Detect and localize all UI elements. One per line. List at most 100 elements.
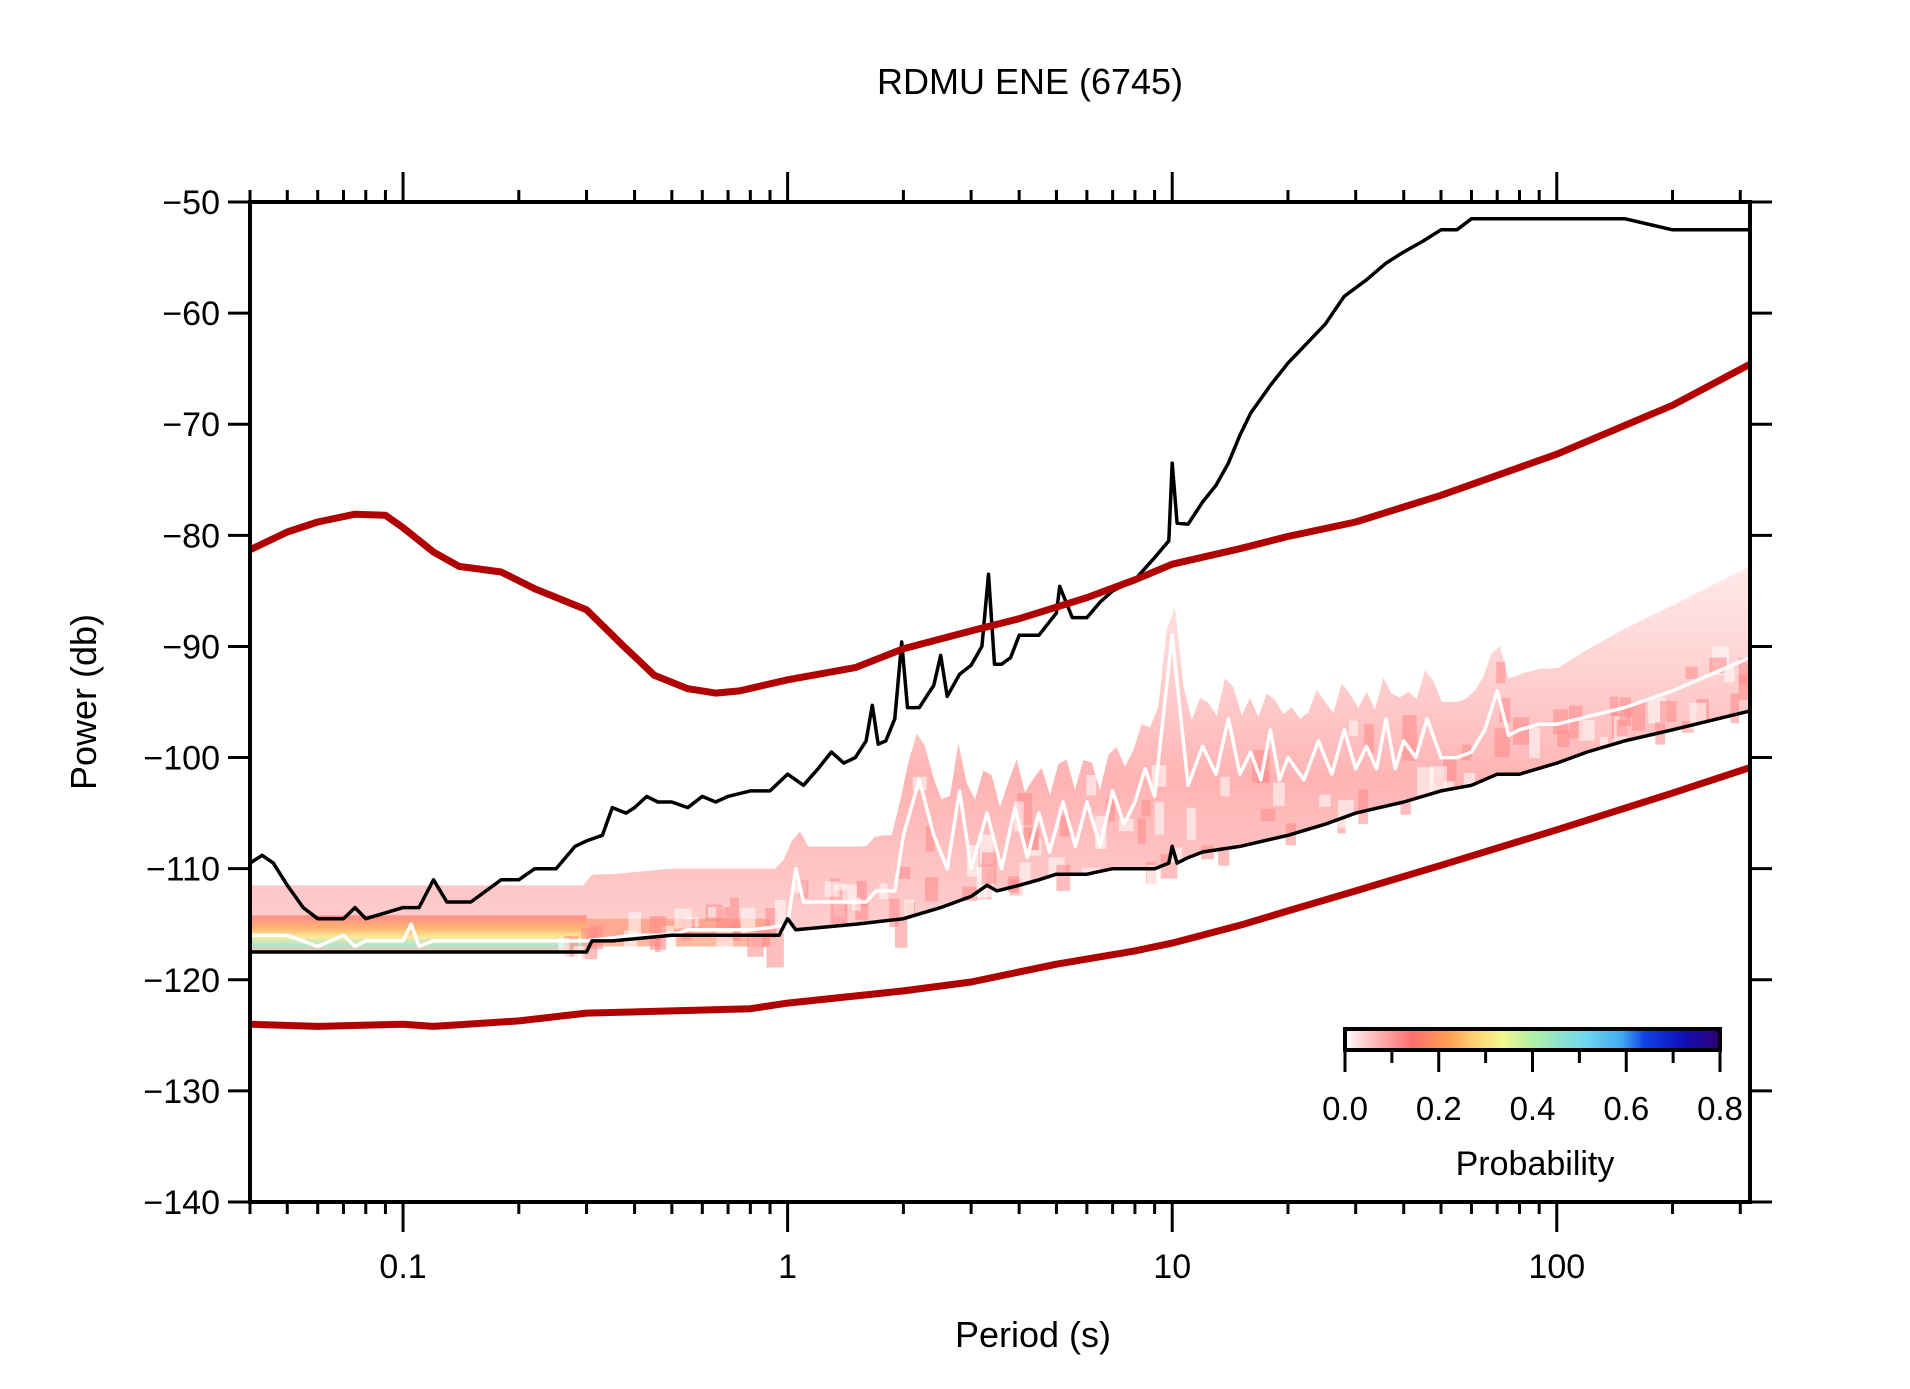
density-cell bbox=[1007, 876, 1020, 893]
density-cell bbox=[628, 912, 641, 937]
density-cell bbox=[1557, 730, 1570, 748]
density-cell bbox=[1730, 693, 1740, 724]
density-cell bbox=[1443, 781, 1454, 811]
density-cell bbox=[1146, 864, 1161, 893]
density-cell bbox=[1060, 815, 1071, 837]
plot-frame bbox=[248, 200, 1752, 1204]
y-tick-label: −140 bbox=[143, 1184, 220, 1222]
series-nhnm-line bbox=[250, 360, 1750, 697]
y-tick-label: −60 bbox=[162, 295, 220, 333]
density-cell bbox=[1724, 716, 1734, 743]
density-cell bbox=[573, 946, 585, 969]
density-cell bbox=[1685, 666, 1698, 679]
density-cell bbox=[1659, 700, 1677, 722]
colorbar-tick-label: 0.4 bbox=[1510, 1090, 1556, 1127]
x-tick-label: 1 bbox=[778, 1248, 797, 1286]
y-tick-label: −130 bbox=[143, 1073, 220, 1111]
density-cell bbox=[1056, 864, 1071, 891]
series-layer bbox=[250, 216, 1750, 1030]
density-cell bbox=[895, 866, 911, 879]
density-cell bbox=[1019, 862, 1031, 896]
density-cell bbox=[716, 930, 733, 961]
density-cell bbox=[1319, 794, 1331, 807]
density-cell bbox=[1738, 657, 1749, 685]
y-tick-label: −120 bbox=[143, 962, 220, 1000]
density-cell bbox=[1105, 799, 1115, 822]
density-cell bbox=[668, 931, 677, 960]
density-cell bbox=[590, 925, 604, 950]
density-cell bbox=[1599, 736, 1608, 768]
colorbar-tick-label: 0.8 bbox=[1697, 1090, 1743, 1127]
probability-density-layer bbox=[250, 566, 1750, 969]
density-cell bbox=[924, 877, 939, 902]
plot-border bbox=[248, 200, 1752, 1204]
density-cell bbox=[1364, 724, 1375, 754]
density-cell bbox=[824, 881, 840, 897]
density-cell bbox=[1499, 697, 1511, 723]
y-tick-label: −100 bbox=[143, 740, 220, 778]
density-cell bbox=[774, 900, 786, 928]
density-cell bbox=[1619, 697, 1632, 726]
density-cell bbox=[1494, 728, 1510, 758]
density-cell bbox=[1529, 727, 1540, 759]
density-cell bbox=[1095, 815, 1107, 850]
series-nlnm-line bbox=[250, 764, 1750, 1030]
density-cell bbox=[1272, 782, 1285, 806]
density-cell bbox=[852, 897, 861, 911]
density-cell bbox=[894, 919, 908, 948]
x-axis-label: Period (s) bbox=[955, 1314, 1111, 1355]
y-tick-label: −90 bbox=[162, 628, 220, 666]
x-tick-label: 100 bbox=[1528, 1248, 1585, 1286]
y-tick-label: −80 bbox=[162, 517, 220, 555]
x-tick-label: 10 bbox=[1153, 1248, 1191, 1286]
density-cell bbox=[1632, 701, 1646, 731]
density-cell bbox=[1218, 846, 1230, 866]
y-tick-label: −70 bbox=[162, 406, 220, 444]
density-cell bbox=[1260, 808, 1276, 822]
density-cell bbox=[1738, 675, 1750, 700]
density-cell bbox=[1348, 720, 1358, 736]
density-cell bbox=[1337, 800, 1354, 828]
density-cell bbox=[1402, 715, 1417, 734]
density-cell bbox=[766, 933, 784, 968]
density-cell bbox=[649, 916, 667, 950]
density-cell bbox=[1141, 800, 1151, 817]
density-cell bbox=[1429, 766, 1447, 793]
density-cell bbox=[925, 825, 935, 852]
axis-ticks: −50 −60 −70 −80 −90 −100 −110 −120 −130 −140 0.1 1 1… bbox=[143, 172, 1772, 1286]
density-cell bbox=[1154, 801, 1165, 835]
colorbar-tick-label: 0.6 bbox=[1603, 1090, 1649, 1127]
density-cell bbox=[674, 908, 692, 929]
density-cell bbox=[799, 880, 809, 899]
density-cell bbox=[1358, 789, 1368, 825]
density-cell bbox=[856, 880, 867, 907]
density-cell bbox=[1578, 719, 1595, 741]
density-cell bbox=[1086, 774, 1097, 796]
colorbar: 0.0 0.2 0.4 0.6 0.8 Probability bbox=[1322, 1027, 1743, 1183]
density-cell bbox=[1137, 818, 1146, 845]
colorbar-tick-label: 0.2 bbox=[1416, 1090, 1462, 1127]
y-tick-label: −110 bbox=[146, 851, 220, 889]
density-cell bbox=[981, 852, 997, 885]
density-cell bbox=[731, 922, 741, 941]
density-cell bbox=[765, 907, 777, 938]
density-cell bbox=[889, 898, 900, 927]
series-minimum-psd-line bbox=[250, 709, 1750, 954]
density-cell bbox=[904, 899, 914, 917]
density-cell bbox=[1616, 720, 1628, 737]
density-cell bbox=[1416, 767, 1434, 796]
colorbar-tick-label: 0.0 bbox=[1322, 1090, 1368, 1127]
y-axis-label: Power (db) bbox=[63, 614, 104, 790]
chart-title: RDMU ENE (6745) bbox=[877, 61, 1183, 102]
density-cell bbox=[1496, 661, 1506, 684]
series-maximum-psd-line bbox=[250, 216, 1750, 921]
density-cell bbox=[1400, 801, 1411, 815]
density-cell bbox=[1186, 807, 1196, 841]
colorbar-ticks: 0.0 0.2 0.4 0.6 0.8 bbox=[1322, 1052, 1743, 1127]
colorbar-label: Probability bbox=[1456, 1145, 1615, 1183]
density-cell bbox=[729, 897, 739, 929]
density-cell bbox=[1220, 776, 1230, 797]
density-cell bbox=[740, 907, 756, 935]
colorbar-gradient bbox=[1343, 1027, 1722, 1052]
